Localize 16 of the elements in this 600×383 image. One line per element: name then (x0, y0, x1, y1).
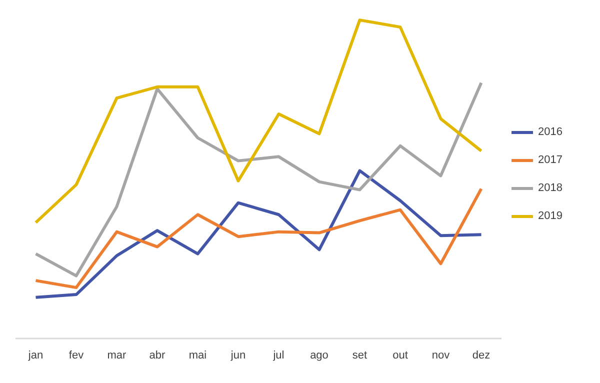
legend-label: 2017 (538, 154, 562, 166)
x-tick-label: mai (188, 350, 207, 362)
x-tick-label: abr (149, 350, 166, 362)
x-tick-label: jun (230, 350, 246, 362)
x-tick-label: jul (272, 350, 284, 362)
x-tick-label: ago (310, 350, 328, 362)
x-tick-label: mar (107, 350, 127, 362)
x-tick-label: dez (472, 350, 490, 362)
x-tick-label: jan (27, 350, 44, 362)
x-tick-label: set (352, 350, 368, 362)
x-tick-label: nov (432, 350, 450, 362)
x-tick-label: fev (68, 350, 84, 362)
x-tick-label: out (392, 350, 408, 362)
legend-label: 2016 (538, 126, 562, 138)
legend-label: 2019 (538, 210, 562, 222)
legend-label: 2018 (538, 182, 562, 194)
